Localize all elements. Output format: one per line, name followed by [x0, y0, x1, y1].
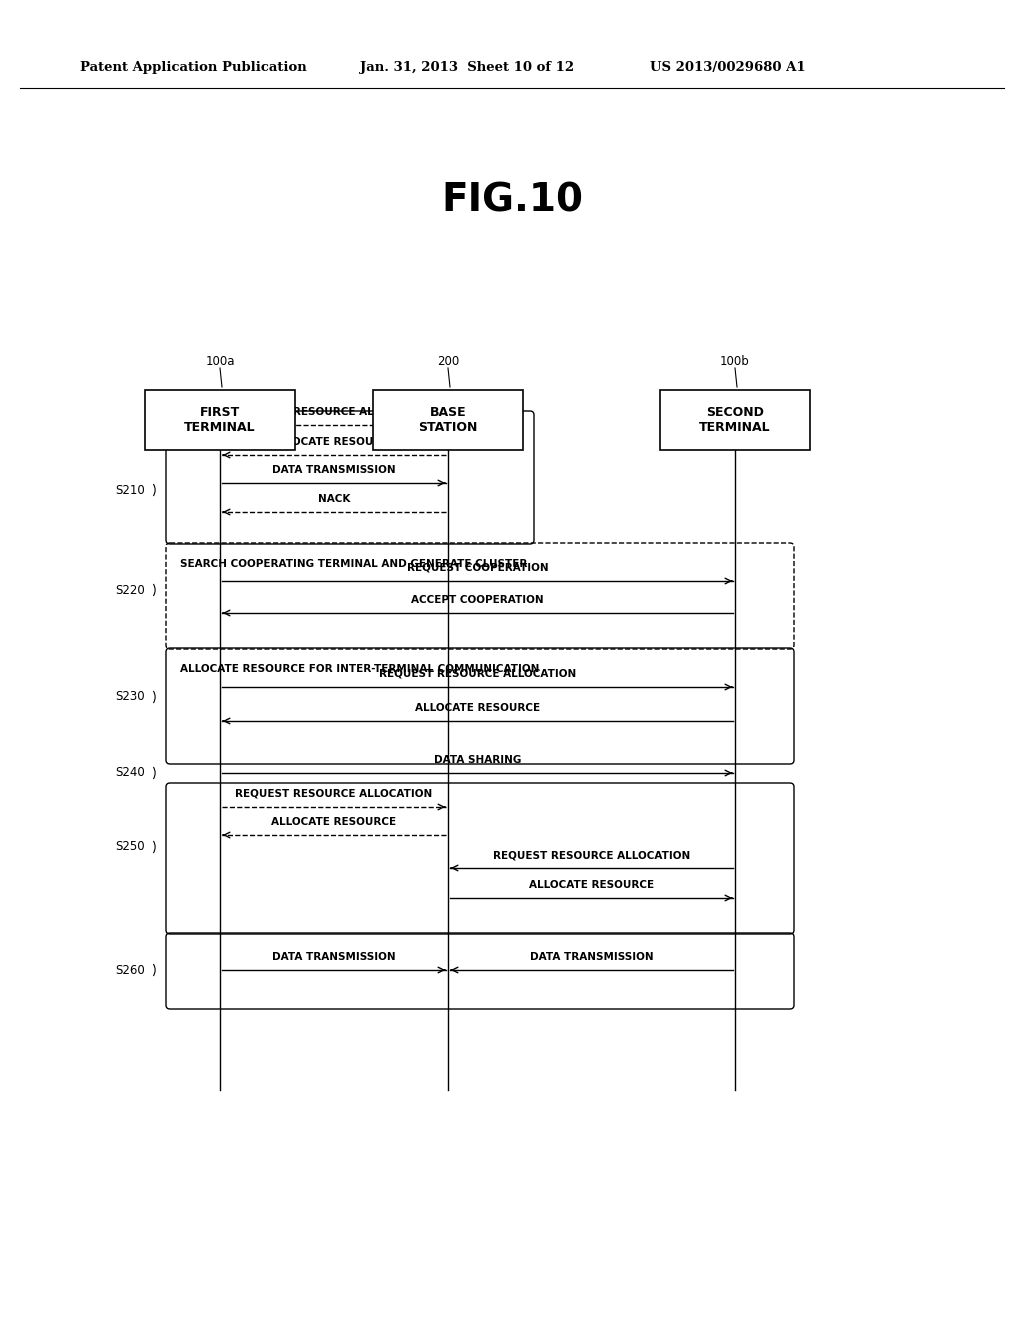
Text: SEARCH COOPERATING TERMINAL AND GENERATE CLUSTER: SEARCH COOPERATING TERMINAL AND GENERATE…: [180, 558, 527, 569]
Text: ACCEPT COOPERATION: ACCEPT COOPERATION: [412, 595, 544, 605]
Text: S260: S260: [116, 964, 145, 977]
Text: REQUEST COOPERATION: REQUEST COOPERATION: [407, 564, 548, 573]
Text: ALLOCATE RESOURCE: ALLOCATE RESOURCE: [415, 704, 540, 713]
Bar: [660, 389, 810, 450]
Text: ALLOCATE RESOURCE: ALLOCATE RESOURCE: [271, 437, 396, 447]
Text: S220: S220: [116, 583, 145, 597]
Text: US 2013/0029680 A1: US 2013/0029680 A1: [650, 62, 806, 74]
Text: Patent Application Publication: Patent Application Publication: [80, 62, 307, 74]
Text: SECOND
TERMINAL: SECOND TERMINAL: [699, 407, 771, 434]
Text: REQUEST RESOURCE ALLOCATION: REQUEST RESOURCE ALLOCATION: [493, 850, 690, 861]
Text: DATA SHARING: DATA SHARING: [434, 755, 521, 766]
Text: S240: S240: [116, 767, 145, 780]
Text: S210: S210: [116, 483, 145, 496]
Bar: [145, 389, 295, 450]
Text: DATA TRANSMISSION: DATA TRANSMISSION: [529, 952, 653, 962]
Text: REQUEST RESOURCE ALLOCATION: REQUEST RESOURCE ALLOCATION: [236, 789, 432, 799]
Text: REQUEST RESOURCE ALLOCATION: REQUEST RESOURCE ALLOCATION: [236, 407, 432, 417]
Text: DATA TRANSMISSION: DATA TRANSMISSION: [272, 952, 396, 962]
Text: FIRST
TERMINAL: FIRST TERMINAL: [184, 407, 256, 434]
Text: 200: 200: [437, 355, 459, 368]
Text: DATA TRANSMISSION: DATA TRANSMISSION: [272, 465, 396, 475]
Text: REQUEST RESOURCE ALLOCATION: REQUEST RESOURCE ALLOCATION: [379, 669, 577, 678]
Bar: [373, 389, 523, 450]
Text: S250: S250: [116, 841, 145, 854]
Text: BASE
STATION: BASE STATION: [419, 407, 477, 434]
Text: FIG.10: FIG.10: [441, 181, 583, 219]
Text: 100a: 100a: [205, 355, 234, 368]
Text: 100b: 100b: [720, 355, 750, 368]
Text: ALLOCATE RESOURCE: ALLOCATE RESOURCE: [529, 880, 654, 890]
Text: S230: S230: [116, 690, 145, 704]
Text: NACK: NACK: [317, 494, 350, 504]
Text: ALLOCATE RESOURCE FOR INTER-TERMINAL COMMUNICATION: ALLOCATE RESOURCE FOR INTER-TERMINAL COM…: [180, 664, 540, 675]
Text: ALLOCATE RESOURCE: ALLOCATE RESOURCE: [271, 817, 396, 828]
Text: Jan. 31, 2013  Sheet 10 of 12: Jan. 31, 2013 Sheet 10 of 12: [360, 62, 574, 74]
